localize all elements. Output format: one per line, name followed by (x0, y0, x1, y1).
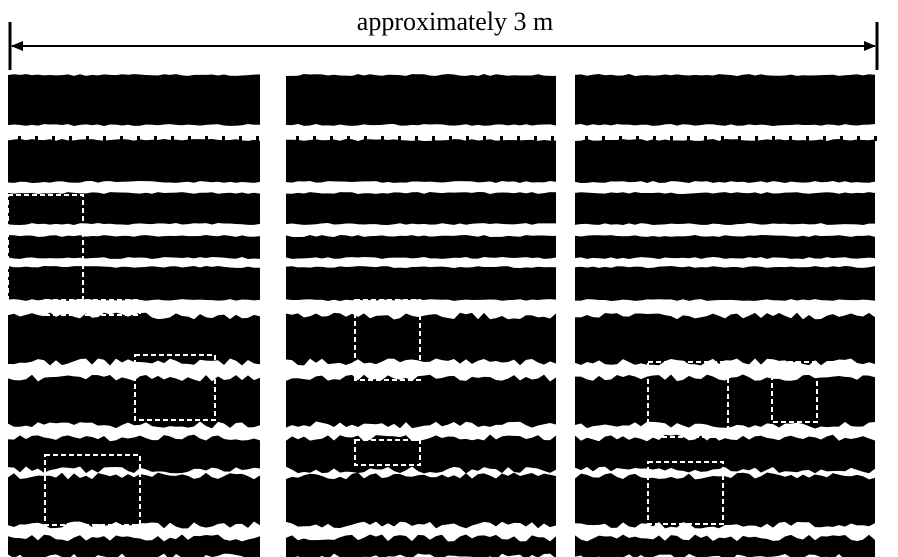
dark-band (575, 74, 875, 126)
tick-notch (69, 136, 72, 141)
tick-notch (35, 136, 38, 141)
tick-notch (823, 136, 826, 141)
dark-band (575, 266, 875, 301)
dashed-region (44, 454, 141, 526)
dark-band (575, 534, 875, 557)
tick-notch (120, 136, 123, 141)
tick-notch (772, 136, 775, 141)
tick-notch (466, 136, 469, 141)
tick-notch (517, 136, 520, 141)
tick-notch (18, 136, 21, 141)
dark-band (575, 192, 875, 225)
tick-notch (239, 136, 242, 141)
scale-caption: approximately 3 m (357, 7, 553, 36)
dashed-region (134, 354, 216, 421)
tick-notch (687, 136, 690, 141)
dark-band (286, 74, 556, 126)
dark-band (8, 192, 260, 225)
dark-band (575, 312, 875, 366)
tick-notch (381, 136, 384, 141)
tick-notch (188, 136, 191, 141)
tick-notch (602, 136, 605, 141)
image-panel (575, 74, 877, 557)
dark-band (286, 139, 556, 183)
tick-notch (619, 136, 622, 141)
tick-notch (313, 136, 316, 141)
dark-band (575, 472, 875, 529)
tick-notch (806, 136, 809, 141)
tick-notch (500, 136, 503, 141)
tick-notch (52, 136, 55, 141)
tick-notch (103, 136, 106, 141)
dashed-region (44, 299, 141, 316)
dark-band (575, 235, 875, 259)
dark-band (8, 139, 260, 183)
tick-notch (653, 136, 656, 141)
dashed-region (354, 439, 421, 466)
tick-notch (415, 136, 418, 141)
tick-notch (398, 136, 401, 141)
tick-notch (296, 136, 299, 141)
tick-notch (330, 136, 333, 141)
dashed-region (771, 361, 818, 423)
dark-band (8, 534, 260, 557)
tick-notch (585, 136, 588, 141)
image-panel (286, 74, 556, 557)
dashed-region (7, 194, 84, 306)
dark-band (8, 434, 260, 474)
tick-notch (534, 136, 537, 141)
panels (7, 74, 877, 557)
dashed-region (647, 461, 724, 525)
dark-band (286, 235, 556, 259)
tick-notch (432, 136, 435, 141)
dark-band (286, 192, 556, 225)
tick-notch (86, 136, 89, 141)
tick-notch (256, 136, 259, 141)
dark-band (575, 434, 875, 474)
dark-band (8, 266, 260, 301)
tick-notch (755, 136, 758, 141)
tick-notch (551, 136, 554, 141)
tick-notch (205, 136, 208, 141)
dark-band (8, 312, 260, 366)
tick-notch (364, 136, 367, 141)
dark-band (286, 534, 556, 557)
tick-notch (137, 136, 140, 141)
tick-notch (840, 136, 843, 141)
tick-notch (738, 136, 741, 141)
tick-notch (449, 136, 452, 141)
tick-notch (789, 136, 792, 141)
tick-notch (704, 136, 707, 141)
dark-band (8, 472, 260, 529)
tick-notch (171, 136, 174, 141)
tick-notch (154, 136, 157, 141)
dark-band (286, 374, 556, 429)
tick-notch (670, 136, 673, 141)
dark-band (575, 374, 875, 429)
dark-band (286, 266, 556, 301)
tick-notch (636, 136, 639, 141)
dashed-region (354, 299, 421, 381)
tick-notch (347, 136, 350, 141)
tick-notch (222, 136, 225, 141)
dark-band (8, 235, 260, 259)
dark-band (286, 472, 556, 529)
image-panel (8, 74, 260, 557)
tick-notch (857, 136, 860, 141)
tick-notch (721, 136, 724, 141)
dark-band (286, 434, 556, 474)
tick-notch (483, 136, 486, 141)
dashed-region (647, 361, 729, 438)
tick-notch (874, 136, 877, 141)
dark-band (575, 139, 875, 183)
dark-band (8, 74, 260, 126)
